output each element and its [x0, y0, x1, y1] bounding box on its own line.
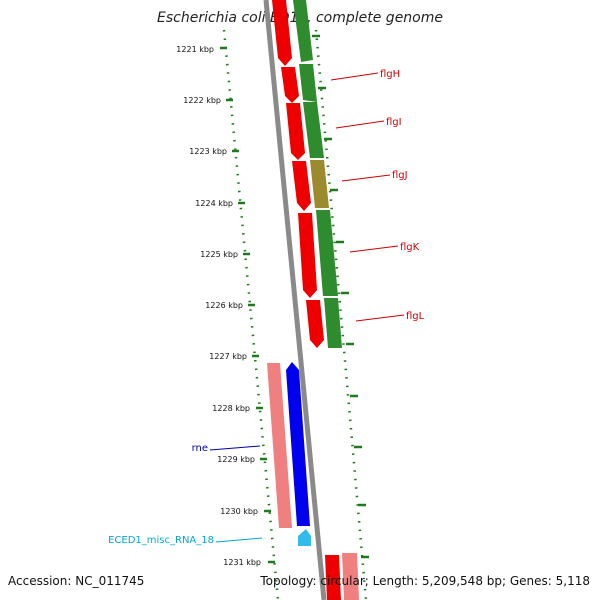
gene-label-flgK: flgK [400, 242, 420, 253]
cds-flgJ-reverse [310, 160, 329, 208]
leader-flgI [335, 120, 385, 129]
leader-flgH [330, 72, 379, 81]
cds-flgL-reverse [324, 298, 342, 348]
tick-label: 1229 kbp [217, 455, 255, 464]
gene-label-flgL: flgL [406, 311, 425, 322]
accession-label: Accession: NC_011745 [8, 574, 145, 588]
tick-label: 1230 kbp [220, 507, 258, 516]
tick-labels: 1221 kbp 1222 kbp 1223 kbp 1224 kbp 1225… [176, 45, 261, 567]
gene-label-rne: rne [192, 443, 208, 454]
tick-label: 1221 kbp [176, 45, 214, 54]
rna-pink-bottom [342, 553, 359, 600]
misc-rna-arrow [298, 529, 311, 546]
genome-summary: Topology: circular; Length: 5,209,548 bp… [260, 574, 590, 588]
gene-label-misc-rna: ECED1_misc_RNA_18 [108, 535, 214, 546]
rne-blue-arrow [286, 362, 310, 526]
tick-label: 1231 kbp [223, 558, 261, 567]
leader-flgJ [341, 174, 391, 182]
cds-flgK-reverse [316, 210, 338, 296]
rne-pink-feature [267, 363, 292, 528]
tick-label: 1225 kbp [200, 250, 238, 259]
cds-flgH-reverse [299, 64, 317, 102]
gene-label-flgI: flgI [386, 117, 402, 128]
tick-marks [220, 34, 369, 564]
leader-flgK [349, 245, 399, 253]
gene-label-flgJ: flgJ [392, 170, 408, 181]
tick-label: 1224 kbp [195, 199, 233, 208]
leader-rne [209, 445, 261, 451]
tick-label: 1223 kbp [189, 147, 227, 156]
cds-flgJ-forward [292, 161, 311, 211]
cds-flgL-forward [306, 300, 324, 348]
cds-flgI-reverse [303, 102, 324, 158]
tick-track-right [314, 29, 368, 600]
tick-track-left [222, 29, 280, 600]
gene-label-flgH: flgH [380, 69, 400, 80]
tick-label: 1226 kbp [205, 301, 243, 310]
leader-flgL [355, 314, 405, 322]
tick-label: 1222 kbp [183, 96, 221, 105]
cds-red-0 [272, 0, 292, 66]
tick-label: 1228 kbp [212, 404, 250, 413]
cds-green-0 [293, 0, 313, 62]
tick-label: 1227 kbp [209, 352, 247, 361]
genome-backbone [263, 0, 327, 600]
cds-flgK-forward [298, 213, 317, 298]
cds-flgH-forward [281, 67, 299, 103]
cds-red-bottom [325, 555, 341, 600]
leader-misc-rna [215, 537, 263, 543]
cds-flgI-forward [286, 103, 305, 160]
